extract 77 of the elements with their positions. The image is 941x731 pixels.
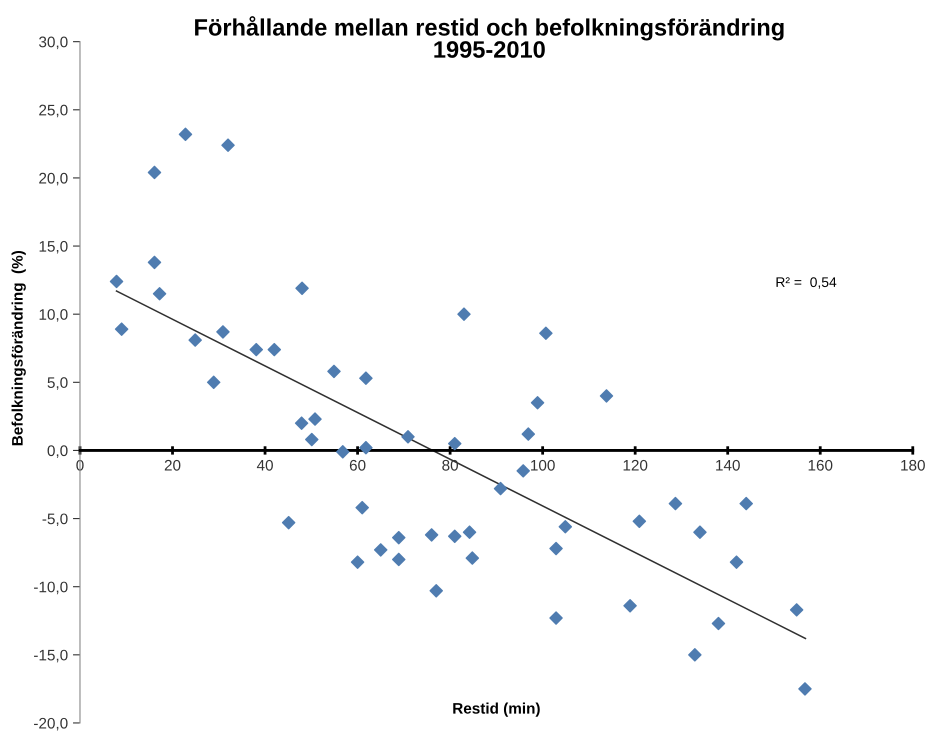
point [693,525,707,539]
point [424,528,438,542]
point [305,432,319,446]
point [688,648,702,662]
point [448,436,462,450]
x-tick-label: 60 [350,460,366,471]
point [462,525,476,539]
point [308,412,322,426]
point [114,322,128,336]
point [790,603,804,617]
point [282,516,296,530]
x-tick-label: 140 [716,460,740,471]
y-tick-label: -5,0 [42,513,68,526]
x-tick-label: 180 [901,460,925,471]
point [327,364,341,378]
point [730,555,744,569]
point [359,440,373,454]
point [549,542,563,556]
point [429,584,443,598]
y-tick-label: 25,0 [39,104,68,118]
point [632,514,646,528]
point [221,138,235,152]
point [392,530,406,544]
point [798,682,812,696]
point [457,307,471,321]
x-tick-label: 100 [531,460,555,471]
point [148,166,162,180]
chart-title: Förhållande mellan restid och befolkningsförändring 1995-2010 [195,16,784,58]
annotation: R² = 0,54 [776,277,836,289]
point [336,445,350,459]
point [494,482,508,496]
x-tick-label: 160 [808,460,832,471]
x-axis-title: Restid (min) [453,702,540,717]
point [522,427,536,441]
point [250,342,264,356]
point [374,543,388,557]
point [401,430,415,444]
point [206,376,220,390]
y-tick-label: 20,0 [39,172,68,186]
point [392,552,406,566]
y-tick-label: -10,0 [34,582,68,594]
point [268,342,282,356]
y-tick-label: 15,0 [40,240,68,254]
y-tick-label: 10,0 [40,309,68,322]
x-tick-label: 80 [442,460,458,471]
y-tick-label: 0,0 [48,445,68,458]
point [355,500,369,514]
x-tick-label: 120 [624,460,648,471]
y-tick-label: 5,0 [48,377,68,390]
point [188,333,202,347]
point [178,128,192,142]
point [448,530,462,544]
point [712,616,726,630]
point [739,496,753,510]
y-tick-label: 30,0 [39,36,68,50]
point [600,389,614,403]
point [152,286,166,300]
point [516,464,530,478]
point [466,551,480,565]
point [623,599,637,613]
point [530,396,544,410]
x-tick-label: 20 [164,460,180,471]
point [295,282,309,296]
point [549,611,563,625]
y-tick-label: -20,0 [34,718,68,730]
point [216,325,230,339]
point [539,326,553,340]
point [558,520,572,534]
point [294,416,308,430]
x-tick-label: 40 [256,460,273,471]
point [350,555,364,569]
point [359,371,373,385]
y-tick-label: -15,0 [34,650,68,662]
y-axis-title: Befolkningsförändring (%) [12,250,26,446]
point [668,496,682,510]
point [110,274,124,288]
point [148,256,162,270]
